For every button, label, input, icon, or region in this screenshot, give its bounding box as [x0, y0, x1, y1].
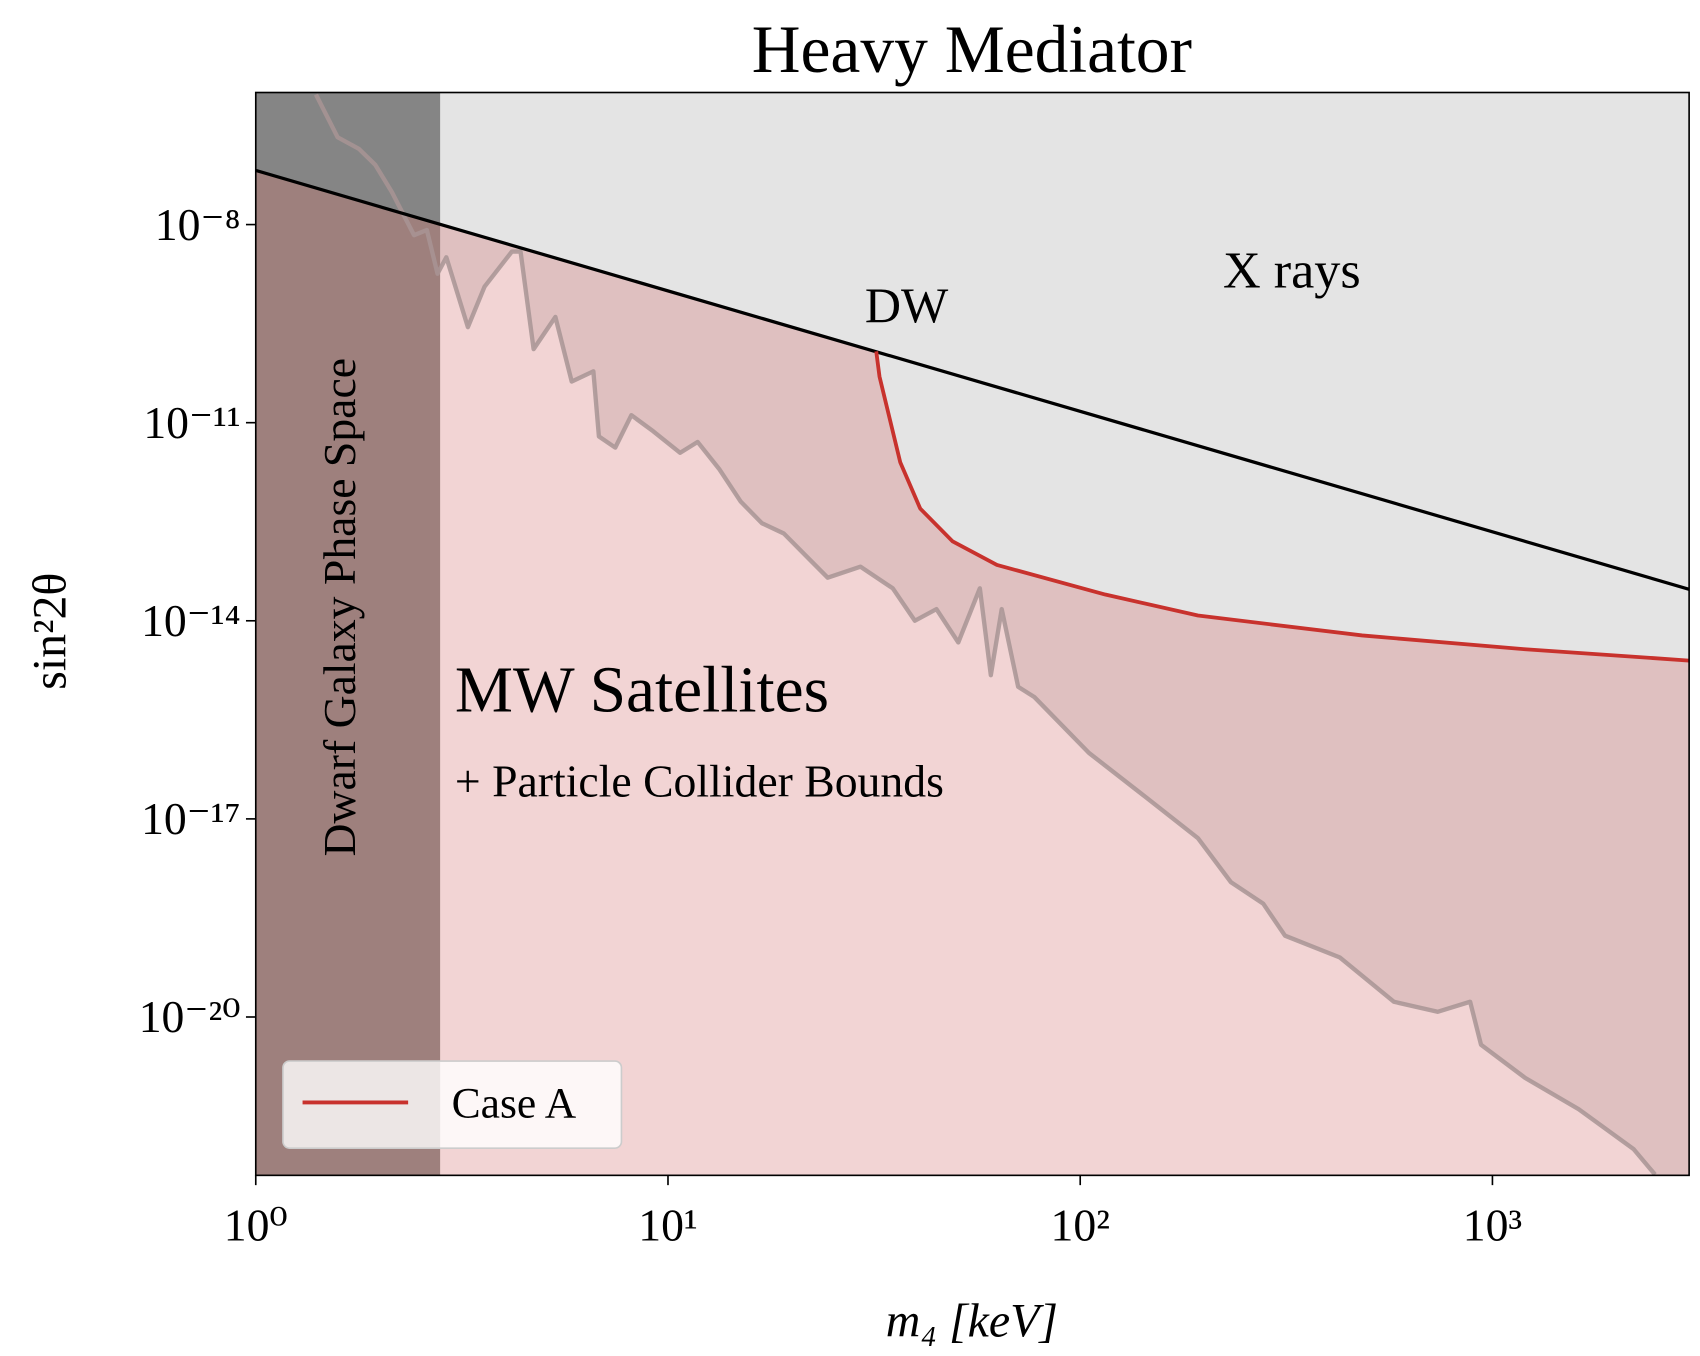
- annotation: X rays: [1223, 241, 1361, 299]
- legend-label: Case A: [452, 1080, 577, 1128]
- chart-title: Heavy Mediator: [752, 12, 1192, 87]
- y-tick-label: 10⁻⁸: [155, 199, 241, 250]
- satellite-bound-line: [314, 93, 1657, 1176]
- case-line: [874, 351, 1690, 663]
- y-axis-label: sin²2θ: [23, 573, 76, 690]
- dwarf-xrays-region: [255, 92, 441, 225]
- y-tick-label: 10⁻¹⁴: [141, 595, 240, 646]
- plot-area: [255, 92, 1690, 1176]
- annotation: MW Satellites: [455, 655, 829, 727]
- overlay: 10⁰ 10¹ 10² 10³ 10⁻⁸ 10⁻¹¹ 10⁻¹⁴ 10⁻¹⁷ 10⁻²⁰ DW X …: [139, 91, 1690, 1251]
- x-axis-label: m₄ [keV]: [886, 1294, 1058, 1347]
- x-tick-label: 10²: [1051, 1200, 1110, 1251]
- legend-box: [282, 1060, 623, 1149]
- x-tick-label: 10¹: [638, 1200, 697, 1251]
- x-tick-label: 10³: [1463, 1200, 1522, 1251]
- y-tick-label: 10⁻¹¹: [143, 397, 240, 448]
- plot-frame: [254, 91, 1690, 1177]
- x-tick-label: 10⁰: [224, 1200, 288, 1251]
- annotation: DW: [865, 277, 949, 333]
- dwarf-region: [255, 170, 441, 1176]
- annotation: + Particle Collider Bounds: [455, 756, 944, 807]
- y-tick-label: 10⁻²⁰: [139, 991, 241, 1042]
- dw-line: [255, 168, 1690, 591]
- annotation: Dwarf Galaxy Phase Space: [314, 358, 365, 857]
- xrays-region: [255, 92, 1690, 661]
- y-tick-label: 10⁻¹⁷: [141, 793, 240, 844]
